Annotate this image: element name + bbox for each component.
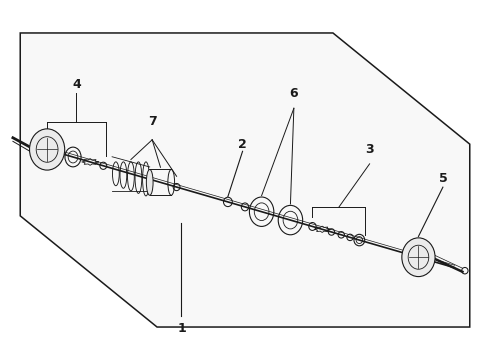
Text: 1: 1 (177, 322, 186, 335)
Text: 4: 4 (72, 78, 81, 91)
Ellipse shape (402, 238, 435, 276)
Ellipse shape (29, 129, 65, 170)
Polygon shape (20, 33, 470, 327)
Text: 2: 2 (238, 138, 247, 150)
Text: 5: 5 (439, 172, 447, 185)
Text: 6: 6 (290, 87, 298, 100)
Ellipse shape (147, 170, 153, 195)
Text: 3: 3 (365, 143, 374, 156)
Text: 7: 7 (148, 115, 156, 129)
